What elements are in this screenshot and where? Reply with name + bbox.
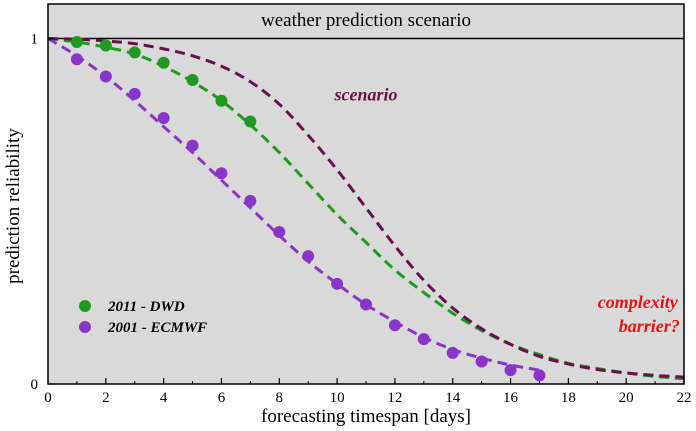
data-point	[186, 74, 199, 86]
data-point	[244, 115, 257, 128]
data-point	[475, 355, 488, 368]
data-point	[128, 46, 141, 59]
x-tick-label: 20	[619, 390, 634, 406]
x-tick-label: 14	[445, 390, 461, 406]
data-point	[273, 226, 286, 238]
legend: 2011 - DWD 2001 - ECMWF	[79, 299, 207, 336]
legend-entry: 2001 - ECMWF	[107, 320, 207, 336]
x-axis: 0 2 4 6 8 10 12 14 16 18 20 22	[44, 378, 692, 406]
x-tick-label: 10	[330, 390, 345, 406]
y-tick-label: 1	[31, 32, 39, 48]
data-point	[128, 87, 141, 100]
legend-entry: 2011 - DWD	[107, 299, 185, 315]
x-tick-label: 18	[561, 390, 576, 406]
data-point	[331, 277, 344, 290]
data-point	[70, 36, 83, 48]
x-tick-label: 4	[160, 390, 168, 406]
legend-marker	[79, 300, 91, 312]
x-axis-label: forecasting timespan [days]	[261, 406, 471, 427]
x-tick-label: 16	[503, 390, 519, 406]
y-axis: 01	[31, 32, 54, 393]
data-point	[417, 333, 430, 346]
annotation-0: scenario	[334, 85, 398, 105]
data-point	[302, 250, 315, 263]
annotation-2: barrier?	[619, 316, 680, 336]
x-tick-label: 6	[218, 390, 226, 406]
x-tick-label: 8	[276, 390, 284, 406]
y-tick-label: 0	[31, 377, 39, 393]
data-point	[533, 369, 546, 382]
annotation-1: complexity	[598, 292, 679, 312]
data-points	[70, 36, 546, 382]
x-tick-label: 12	[387, 390, 402, 406]
x-tick-label: 0	[44, 390, 52, 406]
annotations: scenario complexity barrier?	[334, 85, 680, 336]
data-point	[215, 167, 228, 180]
data-point	[157, 112, 170, 124]
y-axis-label: prediction reliability	[3, 128, 24, 284]
x-tick-label: 22	[677, 390, 692, 406]
data-point	[186, 139, 199, 152]
data-point	[157, 56, 170, 69]
data-point	[388, 319, 401, 332]
data-point	[99, 70, 112, 83]
data-point	[504, 364, 517, 377]
fit-curve-2	[47, 37, 685, 381]
plot-background	[48, 4, 684, 384]
data-point	[70, 53, 83, 66]
data-point	[215, 94, 228, 107]
data-point	[99, 39, 112, 52]
legend-marker	[79, 321, 91, 333]
chart-title: weather prediction scenario	[261, 10, 471, 31]
x-tick-label: 2	[102, 390, 110, 406]
data-point	[360, 298, 372, 311]
data-point	[244, 194, 257, 207]
data-point	[446, 346, 459, 359]
